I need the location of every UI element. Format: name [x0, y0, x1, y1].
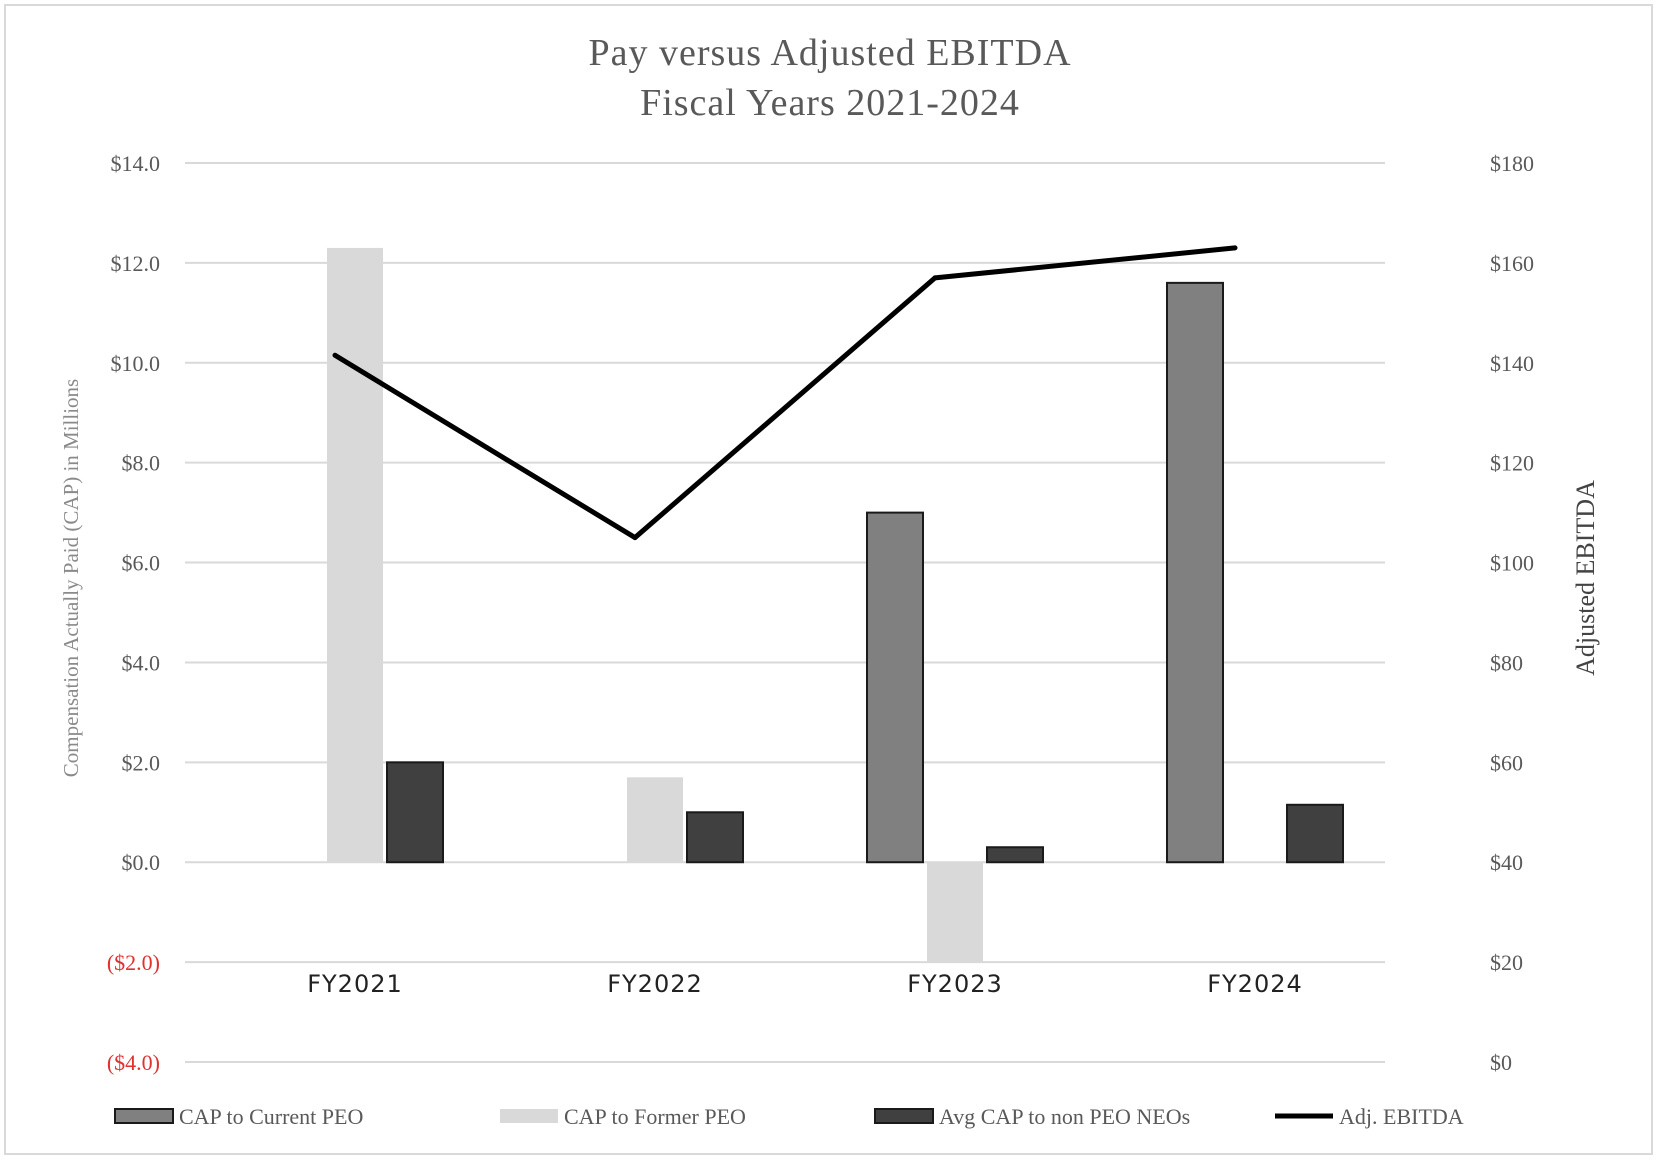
y-right-tick-label: $20 — [1490, 950, 1523, 975]
y-right-tick-label: $40 — [1490, 850, 1523, 875]
bar-avg-cap-to-non-peo-neos — [1286, 803, 1344, 864]
y-right-tick-label: $80 — [1490, 650, 1523, 675]
legend-swatch — [874, 1108, 934, 1124]
y-right-tick-label: $120 — [1490, 451, 1534, 476]
y-left-tick-label: ($2.0) — [107, 950, 160, 975]
legend: CAP to Current PEO CAP to Former PEO Avg C… — [114, 1104, 1464, 1129]
ebitda-point — [332, 352, 338, 358]
ebitda-line-group — [332, 245, 1238, 541]
y-axis-left-title: Compensation Actually Paid (CAP) in Mill… — [59, 379, 83, 777]
category-label: FY2022 — [607, 970, 703, 998]
y-left-tick-label: $0.0 — [122, 850, 161, 875]
y-left-tick-label: $12.0 — [111, 251, 161, 276]
chart-title-line-2: Fiscal Years 2021-2024 — [640, 82, 1020, 124]
y-right-tick-label: $60 — [1490, 750, 1523, 775]
legend-label: CAP to Current PEO — [179, 1104, 363, 1129]
y-right-tick-label: $160 — [1490, 251, 1534, 276]
y-right-tick-label: $0 — [1490, 1050, 1512, 1075]
bar-cap-to-former-peo — [627, 777, 683, 863]
ebitda-point — [932, 275, 938, 281]
chart-frame — [4, 4, 1653, 1155]
category-label: FY2024 — [1207, 970, 1303, 998]
right-axis-ticks: $180 $160 $140 $120 $100 $80 $60 $40 $20 $0 — [1490, 151, 1534, 1075]
chart-title-line-1: Pay versus Adjusted EBITDA — [588, 32, 1071, 74]
ebitda-point — [1232, 245, 1238, 251]
y-left-tick-label: $8.0 — [122, 451, 161, 476]
legend-label: Adj. EBITDA — [1339, 1104, 1464, 1129]
y-left-tick-label: $6.0 — [122, 551, 161, 576]
y-right-tick-label: $180 — [1490, 151, 1534, 176]
bar-avg-cap-to-non-peo-neos — [986, 846, 1044, 864]
y-axis-right-title: Adjusted EBITDA — [1571, 480, 1600, 676]
category-label: FY2021 — [307, 970, 403, 998]
y-left-tick-label: $2.0 — [122, 750, 161, 775]
ebitda-line — [333, 245, 1236, 541]
y-right-tick-label: $140 — [1490, 351, 1534, 376]
legend-label: Avg CAP to non PEO NEOs — [939, 1104, 1190, 1129]
bar-cap-to-former-peo — [927, 862, 983, 963]
left-axis-ticks: $14.0 $12.0 $10.0 $8.0 $6.0 $4.0 $2.0 $0.0 ($2.0… — [107, 151, 160, 1075]
legend-label: CAP to Former PEO — [564, 1104, 746, 1129]
ebitda-point — [632, 535, 638, 541]
y-right-tick-label: $100 — [1490, 551, 1534, 576]
chart-title: Pay versus Adjusted EBITDA Fiscal Years … — [588, 32, 1071, 124]
category-labels: FY2021 FY2022 FY2023 FY2024 — [307, 970, 1303, 998]
bar-cap-to-former-peo — [327, 247, 383, 863]
category-label: FY2023 — [907, 970, 1003, 998]
y-left-tick-label: ($4.0) — [107, 1050, 160, 1075]
y-left-tick-label: $10.0 — [111, 351, 161, 376]
legend-swatch — [500, 1109, 558, 1123]
bar-cap-to-current-peo — [1166, 281, 1224, 864]
bar-avg-cap-to-non-peo-neos — [686, 811, 744, 864]
bar-cap-to-current-peo — [866, 511, 924, 864]
bars — [327, 247, 1344, 963]
y-left-tick-label: $14.0 — [111, 151, 161, 176]
bar-avg-cap-to-non-peo-neos — [386, 761, 444, 864]
y-left-tick-label: $4.0 — [122, 650, 161, 675]
legend-swatch — [114, 1108, 174, 1124]
